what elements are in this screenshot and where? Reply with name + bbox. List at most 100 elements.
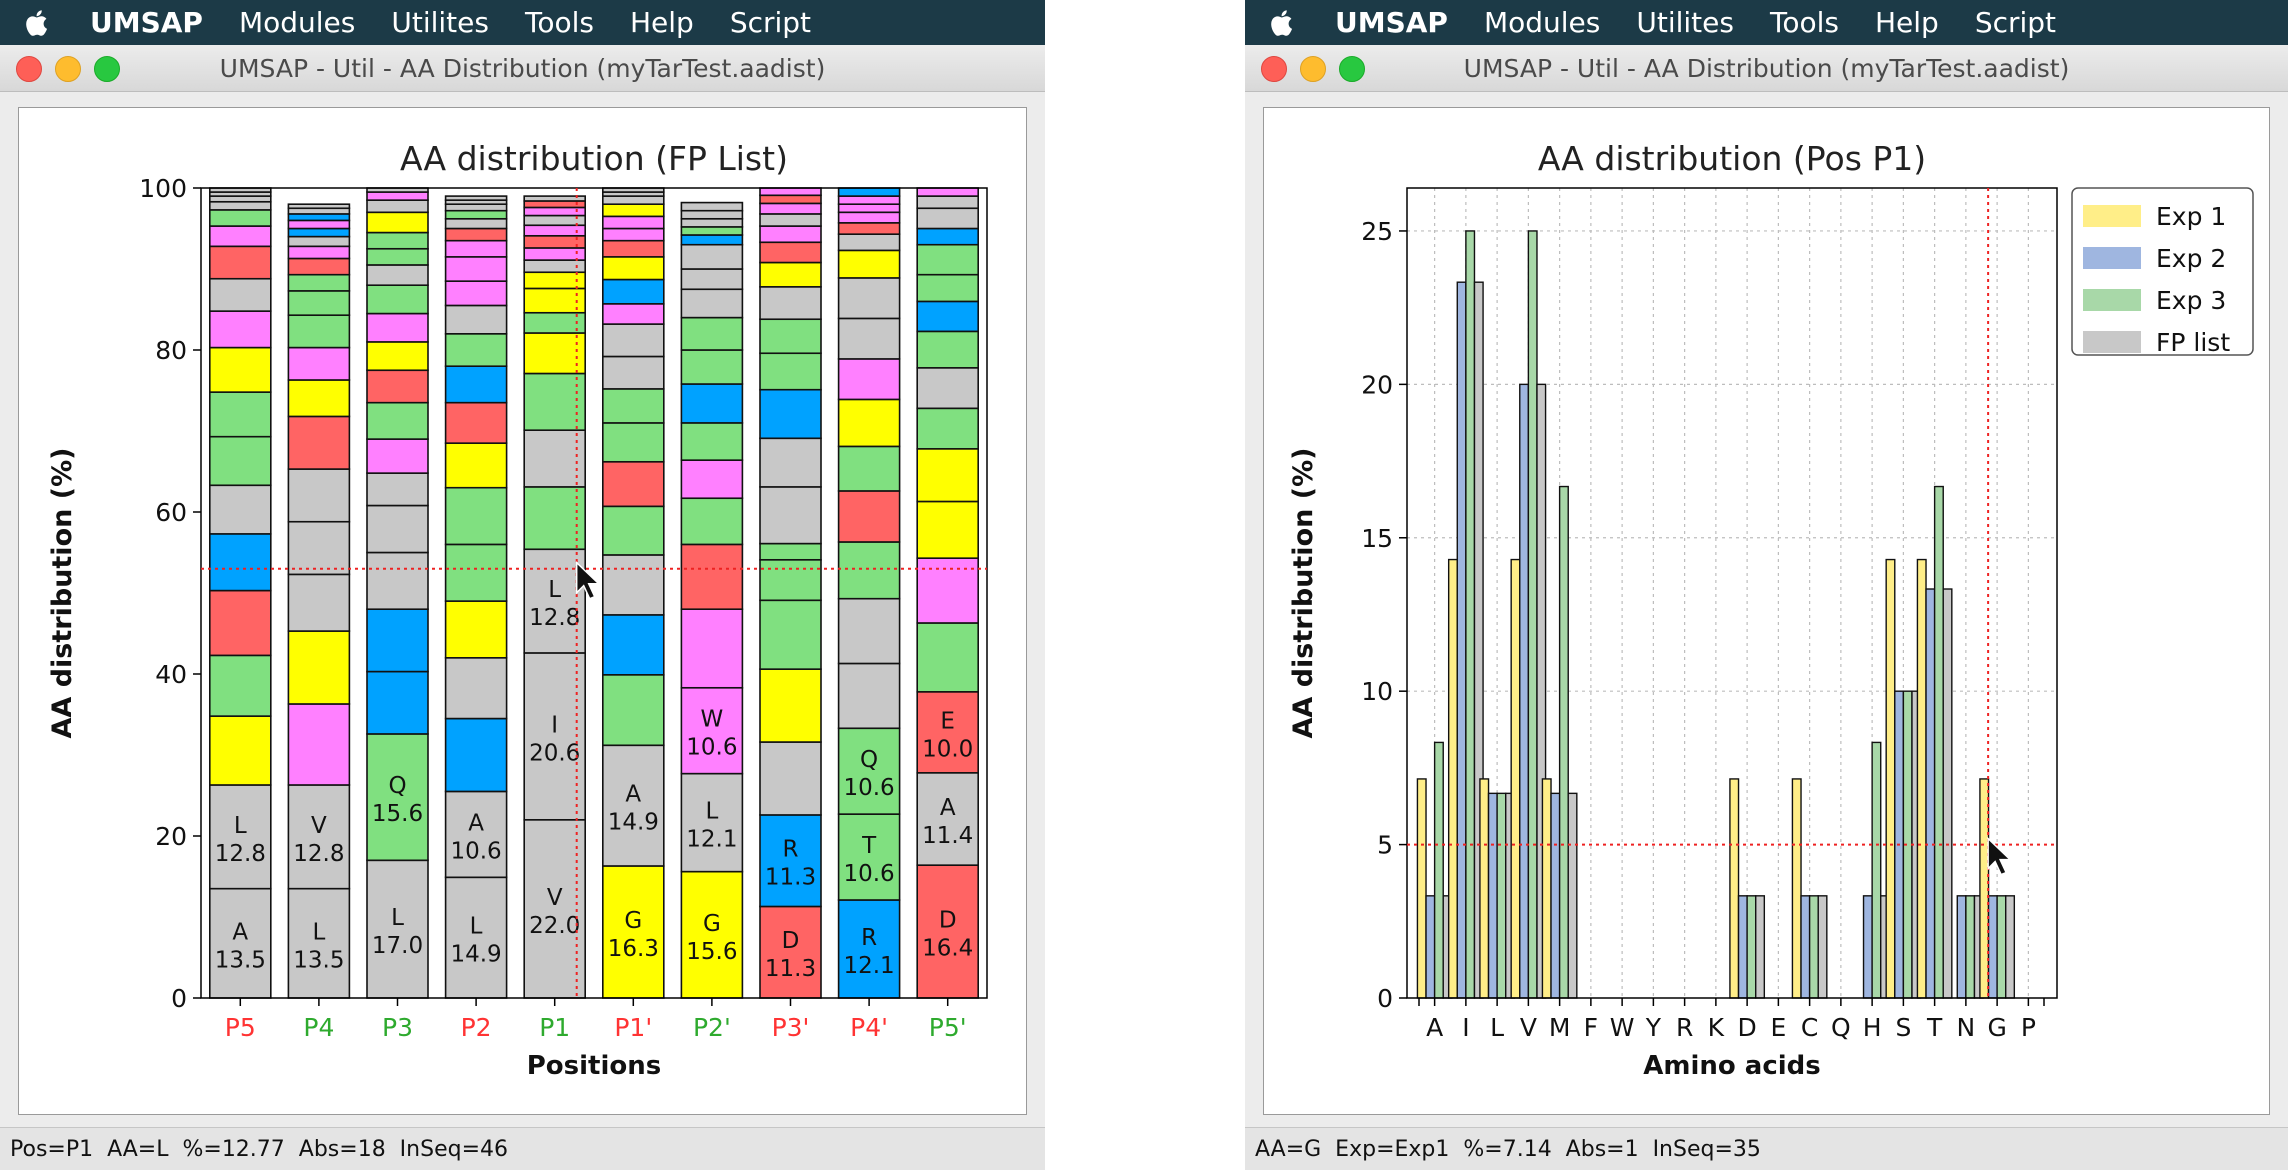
bar-segment[interactable]: [837, 541, 901, 600]
bar-segment[interactable]: [680, 422, 744, 461]
bar-segment[interactable]: [287, 213, 351, 222]
bar-segment[interactable]: [837, 398, 901, 448]
bar-exp-1[interactable]: [1479, 778, 1490, 999]
bar-segment[interactable]: [209, 654, 272, 717]
grouped-bar-chart[interactable]: 0 5 10 15 20 25 AA distribution (Pos P1) Amino …: [1264, 108, 2270, 1114]
bar-segment[interactable]: [680, 459, 744, 500]
bar-segment[interactable]: [837, 899, 901, 999]
bar-segment[interactable]: [444, 486, 508, 546]
bar-segment[interactable]: [759, 741, 822, 816]
bar-segment[interactable]: [366, 670, 429, 735]
apple-icon[interactable]: [0, 9, 72, 37]
bar-segment[interactable]: [680, 870, 744, 999]
bar-segment[interactable]: [759, 318, 822, 355]
bar-segment[interactable]: [366, 284, 429, 315]
bar-segment[interactable]: [759, 599, 822, 670]
bar-segment[interactable]: [837, 597, 901, 665]
bar-segment[interactable]: [444, 333, 508, 368]
bar-exp-3[interactable]: [1933, 485, 1944, 999]
bar-segment[interactable]: [759, 437, 822, 488]
window-titlebar[interactable]: UMSAP - Util - AA Distribution (myTarTes…: [0, 45, 1045, 92]
bar-segment[interactable]: [837, 222, 901, 235]
bar-segment[interactable]: [366, 551, 429, 611]
bar-segment[interactable]: [523, 372, 587, 431]
bar-exp-1[interactable]: [1510, 558, 1521, 999]
minimize-window-button[interactable]: [55, 56, 81, 82]
bar-segment[interactable]: [680, 543, 744, 610]
bar-segment[interactable]: [601, 744, 665, 867]
bar-segment[interactable]: [523, 548, 587, 654]
bar-segment[interactable]: [287, 257, 351, 276]
bar-segment[interactable]: [523, 652, 587, 821]
menu-tools[interactable]: Tools: [1769, 6, 1839, 39]
bar-segment[interactable]: [916, 227, 980, 246]
bar-exp-2[interactable]: [1987, 895, 1998, 999]
bar-segment[interactable]: [837, 249, 901, 279]
bar-exp-1[interactable]: [1541, 778, 1552, 999]
bar-segment[interactable]: [837, 813, 901, 901]
menu-modules[interactable]: Modules: [1483, 6, 1601, 39]
bar-segment[interactable]: [287, 314, 351, 349]
bar-segment[interactable]: [601, 303, 665, 325]
bar-segment[interactable]: [287, 784, 351, 890]
menu-utilites[interactable]: Utilites: [1636, 6, 1734, 39]
bar-segment[interactable]: [366, 401, 429, 440]
bar-exp-2[interactable]: [1550, 792, 1561, 999]
bar-segment[interactable]: [837, 490, 901, 543]
bar-segment[interactable]: [759, 202, 822, 215]
bar-segment[interactable]: [287, 468, 351, 523]
bar-exp-1[interactable]: [1885, 558, 1896, 999]
bar-fp-list[interactable]: [1755, 895, 1766, 999]
close-window-button[interactable]: [16, 56, 42, 82]
bar-segment[interactable]: [837, 358, 901, 401]
bar-segment[interactable]: [601, 614, 665, 676]
bar-segment[interactable]: [209, 225, 272, 248]
bar-segment[interactable]: [601, 323, 665, 358]
stacked-bar-p1[interactable]: V22.0 I20.6 L12.8: [523, 195, 587, 999]
bar-segment[interactable]: [523, 195, 587, 202]
bar-segment[interactable]: [680, 316, 744, 351]
apple-icon[interactable]: [1245, 9, 1317, 37]
bar-segment[interactable]: [680, 234, 744, 246]
bar-segment[interactable]: [916, 557, 980, 624]
bar-segment[interactable]: [209, 435, 272, 487]
bar-segment[interactable]: [680, 268, 744, 291]
bar-segment[interactable]: [916, 407, 980, 450]
bar-segment[interactable]: [601, 256, 665, 281]
bar-segment[interactable]: [601, 355, 665, 390]
bar-segment[interactable]: [759, 486, 822, 545]
bar-exp-2[interactable]: [1956, 895, 1967, 999]
bar-segment[interactable]: [209, 277, 272, 312]
chart-legend[interactable]: Exp 1 Exp 2 Exp 3 FP list: [2071, 187, 2254, 357]
bar-exp-2[interactable]: [1737, 895, 1748, 999]
bar-segment[interactable]: [209, 715, 272, 786]
bar-segment[interactable]: [444, 365, 508, 404]
bar-group-i[interactable]: [1447, 230, 1484, 999]
bar-segment[interactable]: [601, 554, 665, 616]
bar-segment[interactable]: [601, 422, 665, 463]
bar-exp-1[interactable]: [1447, 558, 1458, 999]
bar-exp-2[interactable]: [1925, 588, 1936, 999]
bar-segment[interactable]: [837, 277, 901, 320]
bar-segment[interactable]: [759, 286, 822, 321]
bar-segment[interactable]: [209, 346, 272, 393]
bar-exp-3[interactable]: [1465, 230, 1476, 999]
bar-segment[interactable]: [759, 225, 822, 244]
bar-segment[interactable]: [837, 233, 901, 252]
bar-fp-list[interactable]: [1942, 588, 1953, 999]
bar-segment[interactable]: [287, 245, 351, 260]
bar-group-m[interactable]: [1541, 485, 1578, 999]
bar-segment[interactable]: [287, 379, 351, 418]
menu-script[interactable]: Script: [729, 6, 812, 39]
menu-help[interactable]: Help: [1874, 6, 1939, 39]
bar-segment[interactable]: [287, 520, 351, 576]
bar-segment[interactable]: [523, 287, 587, 314]
bar-segment[interactable]: [759, 388, 822, 440]
bar-segment[interactable]: [287, 227, 351, 238]
bar-segment[interactable]: [209, 784, 272, 890]
bar-segment[interactable]: [601, 239, 665, 258]
stacked-bar-p3[interactable]: L17.0 Q15.6: [366, 187, 429, 999]
bar-segment[interactable]: [444, 656, 508, 720]
bar-exp-1[interactable]: [1416, 778, 1427, 999]
